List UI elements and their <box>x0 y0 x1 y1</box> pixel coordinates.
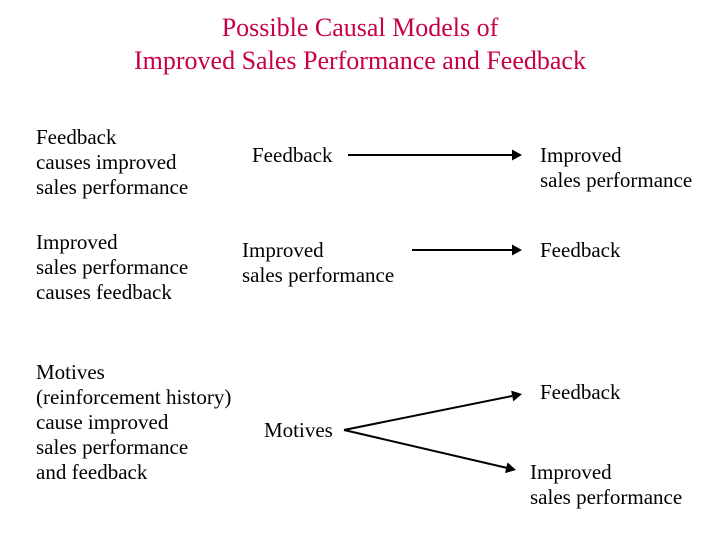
title-line2: Improved Sales Performance and Feedback <box>0 45 720 78</box>
page-title: Possible Causal Models of Improved Sales… <box>0 0 720 77</box>
title-line1: Possible Causal Models of <box>0 12 720 45</box>
model-3-arrows <box>0 360 720 560</box>
